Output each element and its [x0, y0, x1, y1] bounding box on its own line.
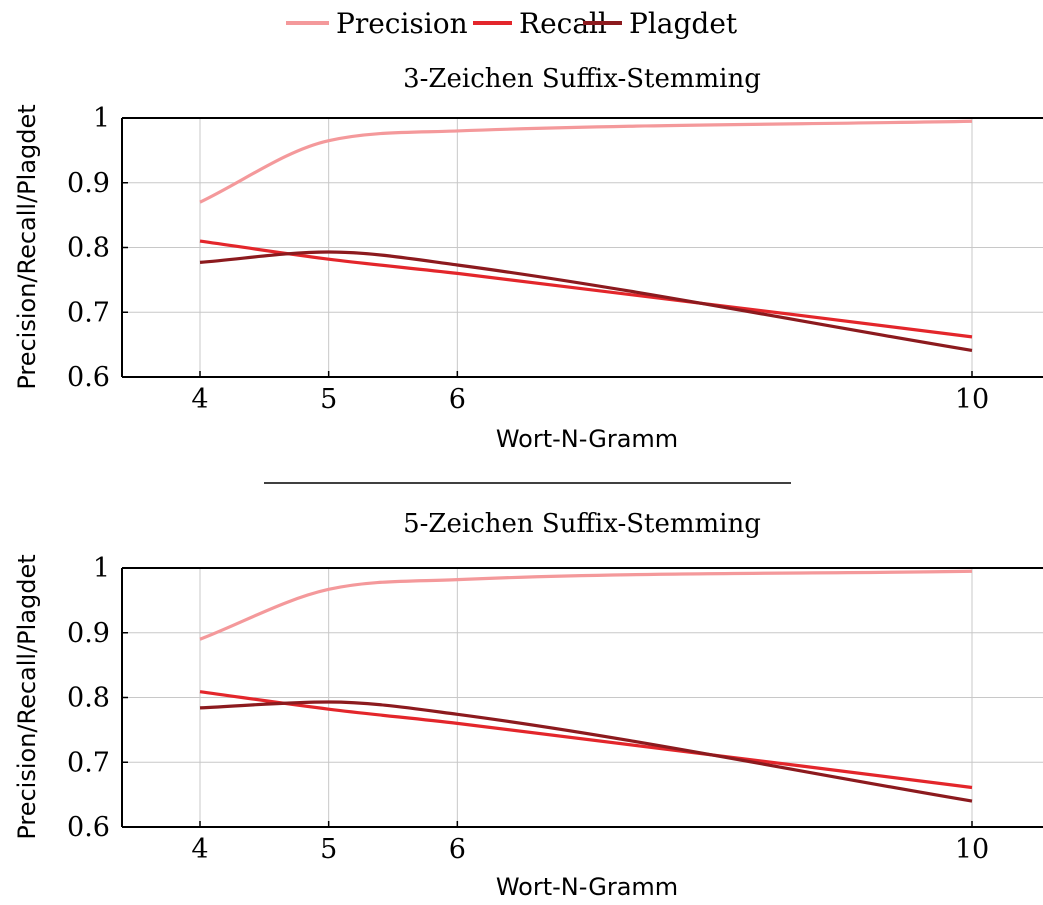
y-tick-label: 0.7 [67, 747, 110, 778]
x-tick-label: 10 [955, 834, 989, 865]
legend-label-precision: Precision [336, 7, 468, 40]
y-tick-label: 0.8 [67, 233, 110, 264]
x-tick-label: 5 [320, 384, 337, 415]
legend-label-plagdet: Plagdet [629, 7, 738, 40]
chart-panel-3-zeichen: 3-Zeichen Suffix-Stemming 0.6 0.7 0.8 0.9 1 4 5… [13, 64, 1043, 453]
y-tick-label: 0.9 [67, 168, 110, 199]
x-tick-label: 5 [320, 834, 337, 865]
y-tick-label: 0.6 [67, 812, 110, 843]
series-line-recall [199, 690, 973, 790]
y-tick-label: 1 [93, 553, 110, 584]
x-tick-label: 10 [955, 384, 989, 415]
x-tick-label: 6 [449, 834, 466, 865]
series-line-precision [199, 119, 973, 204]
x-axis-label: Wort-N-Gramm [496, 873, 678, 901]
series-line-plagdet [199, 250, 973, 353]
y-tick-label: 0.6 [67, 362, 110, 393]
y-axis-label: Precision/Recall/Plagdet [13, 104, 41, 389]
chart-title: 5-Zeichen Suffix-Stemming [403, 509, 761, 539]
y-tick-label: 0.7 [67, 297, 110, 328]
y-tick-label: 0.8 [67, 683, 110, 714]
y-tick-label: 1 [93, 103, 110, 134]
x-tick-label: 6 [449, 384, 466, 415]
y-axis-label: Precision/Recall/Plagdet [13, 554, 41, 839]
chart-panel-5-zeichen: 5-Zeichen Suffix-Stemming 0.6 0.7 0.8 0.9 1 4 5… [13, 509, 1043, 901]
x-tick-label: 4 [191, 384, 208, 415]
series-line-plagdet [199, 700, 973, 803]
series-line-recall [199, 239, 973, 339]
chart-title: 3-Zeichen Suffix-Stemming [403, 64, 761, 94]
y-tick-label: 0.9 [67, 618, 110, 649]
legend: Precision Recall Plagdet [286, 7, 738, 40]
x-tick-label: 4 [191, 834, 208, 865]
series-line-precision [199, 569, 973, 641]
x-axis-label: Wort-N-Gramm [496, 425, 678, 453]
